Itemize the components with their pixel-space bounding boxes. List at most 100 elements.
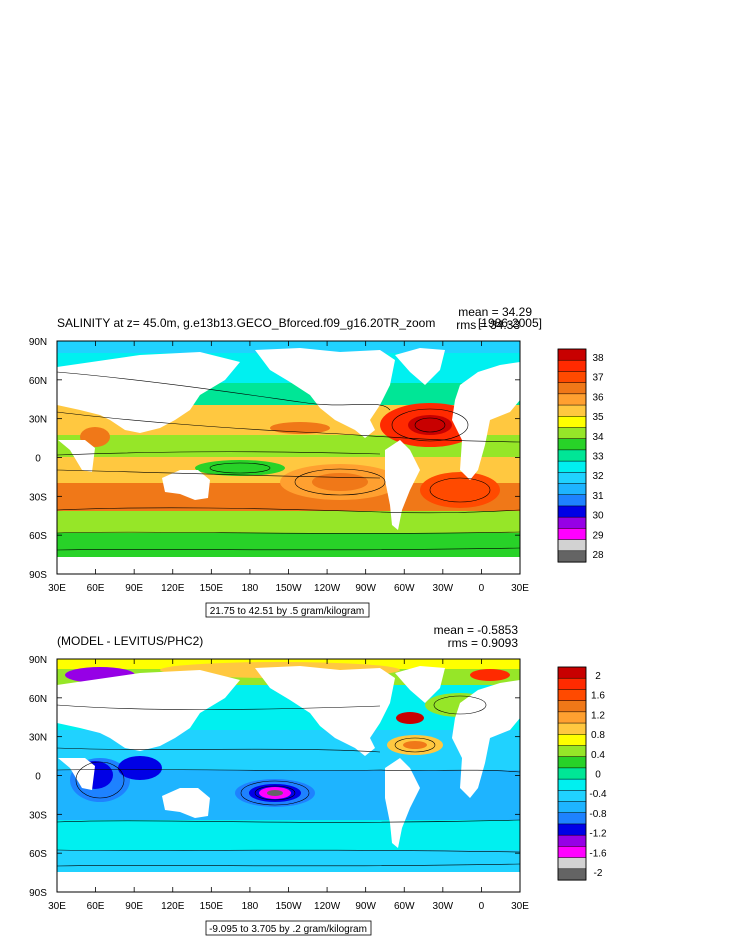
- salinity-rms: rms = 34.33: [456, 318, 520, 332]
- salinity-colorbar-label: 30: [592, 511, 604, 522]
- difference-colorbar-label: 0.4: [591, 750, 605, 761]
- difference-title: (MODEL - LEVITUS/PHC2): [57, 634, 203, 648]
- difference-colorbar-cell: [557, 868, 587, 881]
- salinity-colorbar-cell: [557, 505, 587, 518]
- salinity-colorbar-cell: [557, 371, 587, 384]
- difference-info-text: -9.095 to 3.705 by .2 gram/kilogram: [209, 924, 367, 935]
- salinity-y-tick-label: 30N: [29, 415, 47, 426]
- difference-colorbar-label: -2: [594, 868, 603, 879]
- difference-colorbar-label: 0.8: [591, 730, 605, 741]
- salinity-colorbar-cell: [557, 539, 587, 552]
- difference-colorbar-cell: [557, 689, 587, 702]
- salinity-colorbar-cell: [557, 460, 587, 473]
- salinity-colorbar-cell: [557, 393, 587, 406]
- difference-colorbar-label: 1.2: [591, 710, 605, 721]
- difference-y-tick-label: 90S: [29, 888, 47, 899]
- difference-x-tick-label: 180: [242, 901, 259, 912]
- difference-colorbar-label: 2: [595, 671, 601, 682]
- difference-y-tick-label: 60S: [29, 849, 47, 860]
- salinity-colorbar-label: 34: [592, 432, 604, 443]
- salinity-colorbar-cell: [557, 483, 587, 496]
- salinity-colorbar-cell: [557, 416, 587, 429]
- difference-colorbar-cell: [557, 677, 587, 690]
- salinity-x-tick-label: 90W: [355, 583, 376, 594]
- difference-y-tick-label: 0: [35, 772, 41, 783]
- salinity-title: SALINITY at z= 45.0m, g.e13b13.GECO_Bfor…: [57, 316, 435, 330]
- salinity-x-tick-label: 60E: [87, 583, 105, 594]
- difference-x-tick-label: 30E: [48, 901, 66, 912]
- salinity-colorbar-cell: [557, 348, 587, 361]
- salinity-title-suffix: [1986-2005]: [478, 316, 542, 330]
- difference-colorbar-cell: [557, 767, 587, 780]
- difference-colorbar-label: 0: [595, 770, 601, 781]
- salinity-colorbar-cell: [557, 438, 587, 451]
- salinity-colorbar-label: 29: [592, 530, 604, 541]
- salinity-colorbar-label: 31: [592, 491, 604, 502]
- salinity-colorbar-cell: [557, 382, 587, 395]
- salinity-colorbar-cell: [557, 359, 587, 372]
- difference-axis-ticks: 30E 60E 90E 120E 150E 180 150W 120W 90W 60W 30W 0 30…: [29, 655, 529, 912]
- salinity-y-tick-label: 90N: [29, 337, 47, 348]
- difference-y-tick-label: 90N: [29, 655, 47, 666]
- salinity-colorbar-label: 37: [592, 373, 604, 384]
- difference-colorbar-cell: [557, 700, 587, 713]
- salinity-x-tick-label: 120W: [314, 583, 341, 594]
- difference-x-tick-label: 60E: [87, 901, 105, 912]
- salinity-colorbar-label: 32: [592, 471, 604, 482]
- difference-colorbar-cell: [557, 745, 587, 758]
- difference-panel: 30E 60E 90E 120E 150E 180 150W 120W 90W 60W 30W 0 30…: [29, 623, 607, 936]
- difference-colorbar-cell: [557, 801, 587, 814]
- difference-colorbar-label: -0.4: [589, 789, 607, 800]
- difference-x-tick-label: 60W: [394, 901, 415, 912]
- difference-colorbar-cell: [557, 790, 587, 803]
- salinity-x-tick-label: 150E: [200, 583, 224, 594]
- difference-rms: rms = 0.9093: [448, 636, 519, 650]
- salinity-x-tick-label: 60W: [394, 583, 415, 594]
- salinity-colorbar-cell: [557, 472, 587, 485]
- difference-colorbar-label: -1.6: [589, 848, 607, 859]
- salinity-info-box: [205, 602, 370, 618]
- difference-mean: mean = -0.5853: [434, 623, 519, 637]
- salinity-colorbar-cell: [557, 550, 587, 563]
- salinity-x-tick-label: 30E: [48, 583, 66, 594]
- difference-colorbar-cell: [557, 834, 587, 847]
- difference-y-tick-label: 60N: [29, 694, 47, 705]
- difference-colorbar-cell: [557, 846, 587, 859]
- salinity-info-text: 21.75 to 42.51 by .5 gram/kilogram: [210, 606, 365, 617]
- difference-info-box: [205, 920, 372, 936]
- difference-colorbar-label: 1.6: [591, 691, 605, 702]
- salinity-colorbar-cell: [557, 528, 587, 541]
- salinity-y-tick-label: 30S: [29, 492, 47, 503]
- difference-colorbar-cell: [557, 666, 587, 679]
- salinity-axis-ticks: 30E 60E 90E 120E 150E 180 150W 120W 90W 60W 30W 0 30…: [29, 337, 529, 594]
- salinity-colorbar-label: 35: [592, 412, 604, 423]
- salinity-x-tick-label: 30E: [511, 583, 529, 594]
- salinity-colorbar-cell: [557, 427, 587, 440]
- difference-colorbar-cell: [557, 722, 587, 735]
- salinity-y-tick-label: 90S: [29, 570, 47, 581]
- difference-map-field: [57, 659, 520, 892]
- salinity-colorbar-cell: [557, 404, 587, 417]
- difference-y-tick-label: 30N: [29, 733, 47, 744]
- salinity-colorbar-label: 38: [592, 353, 604, 364]
- salinity-colorbar-cell: [557, 449, 587, 462]
- difference-colorbar-cell: [557, 857, 587, 870]
- difference-y-tick-label: 30S: [29, 810, 47, 821]
- salinity-colorbar-cell: [557, 516, 587, 529]
- salinity-colorbar-label: 28: [592, 550, 604, 561]
- salinity-panel: 30E 60E 90E 120E 150E 180 150W 120W 90W 60W 30W 0 30…: [29, 305, 604, 618]
- salinity-x-tick-label: 90E: [125, 583, 143, 594]
- difference-colorbar-cell: [557, 734, 587, 747]
- difference-colorbar-label: -0.8: [589, 809, 607, 820]
- difference-colorbar-cell: [557, 823, 587, 836]
- salinity-y-tick-label: 0: [35, 454, 41, 465]
- difference-colorbar-label: -1.2: [589, 829, 607, 840]
- difference-x-tick-label: 0: [479, 901, 485, 912]
- salinity-x-tick-label: 120E: [161, 583, 185, 594]
- salinity-y-tick-label: 60N: [29, 376, 47, 387]
- salinity-x-tick-label: 180: [242, 583, 259, 594]
- salinity-mean: mean = 34.29: [458, 305, 532, 319]
- difference-x-tick-label: 90W: [355, 901, 376, 912]
- difference-x-tick-label: 120E: [161, 901, 185, 912]
- salinity-colorbar-cell: [557, 494, 587, 507]
